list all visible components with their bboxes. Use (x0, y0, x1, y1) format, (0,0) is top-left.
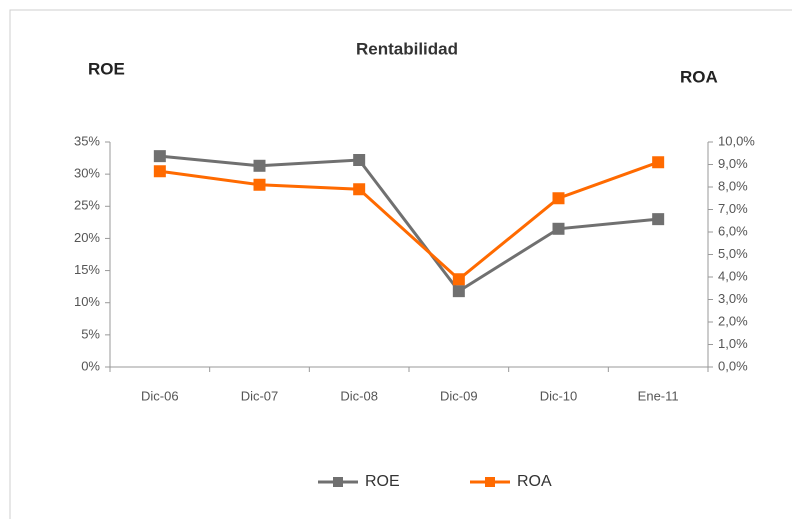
marker (452, 273, 465, 286)
y2-tick-label: 5,0% (718, 246, 748, 261)
y2-tick-label: 9,0% (718, 156, 748, 171)
y-tick-label: 5% (81, 326, 100, 341)
marker (652, 156, 665, 169)
y-tick-label: 10% (74, 294, 100, 309)
x-tick-label: Ene-11 (638, 388, 679, 403)
y2-tick-label: 7,0% (718, 201, 748, 216)
y-tick-label: 35% (74, 133, 100, 148)
x-tick-label: Dic-06 (141, 388, 179, 403)
marker (452, 285, 465, 298)
y-tick-label: 0% (81, 358, 100, 373)
legend-marker (485, 477, 495, 487)
legend-label: ROE (365, 473, 400, 490)
y-tick-label: 20% (74, 230, 100, 245)
y2-tick-label: 8,0% (718, 178, 748, 193)
marker (353, 183, 366, 196)
x-tick-label: Dic-08 (340, 388, 378, 403)
y-tick-label: 30% (74, 166, 100, 181)
y2-tick-label: 1,0% (718, 336, 748, 351)
series-line (159, 154, 659, 294)
legend-marker (333, 477, 343, 487)
x-tick-label: Dic-10 (540, 388, 578, 403)
y2-axis-title: ROA (680, 67, 718, 86)
marker (253, 159, 266, 172)
legend-label: ROA (517, 473, 552, 490)
marker (652, 213, 665, 226)
series-line (159, 160, 659, 282)
marker (353, 154, 366, 166)
marker (552, 192, 565, 205)
chart-border (9, 9, 792, 519)
y-axis-title: ROE (88, 59, 125, 78)
marker (153, 165, 166, 178)
y2-tick-label: 0,0% (718, 358, 748, 373)
y2-tick-label: 2,0% (718, 313, 748, 328)
marker (552, 222, 565, 235)
x-tick-label: Dic-07 (241, 388, 279, 403)
y-tick-label: 15% (74, 262, 100, 277)
y-tick-label: 25% (74, 198, 100, 213)
marker (153, 150, 166, 163)
marker (253, 178, 266, 191)
y2-tick-label: 4,0% (718, 268, 748, 283)
chart-title: Rentabilidad (356, 39, 458, 58)
y2-tick-label: 10,0% (718, 133, 755, 148)
y2-tick-label: 6,0% (718, 223, 748, 238)
y2-tick-label: 3,0% (718, 291, 748, 306)
x-tick-label: Dic-09 (440, 388, 478, 403)
